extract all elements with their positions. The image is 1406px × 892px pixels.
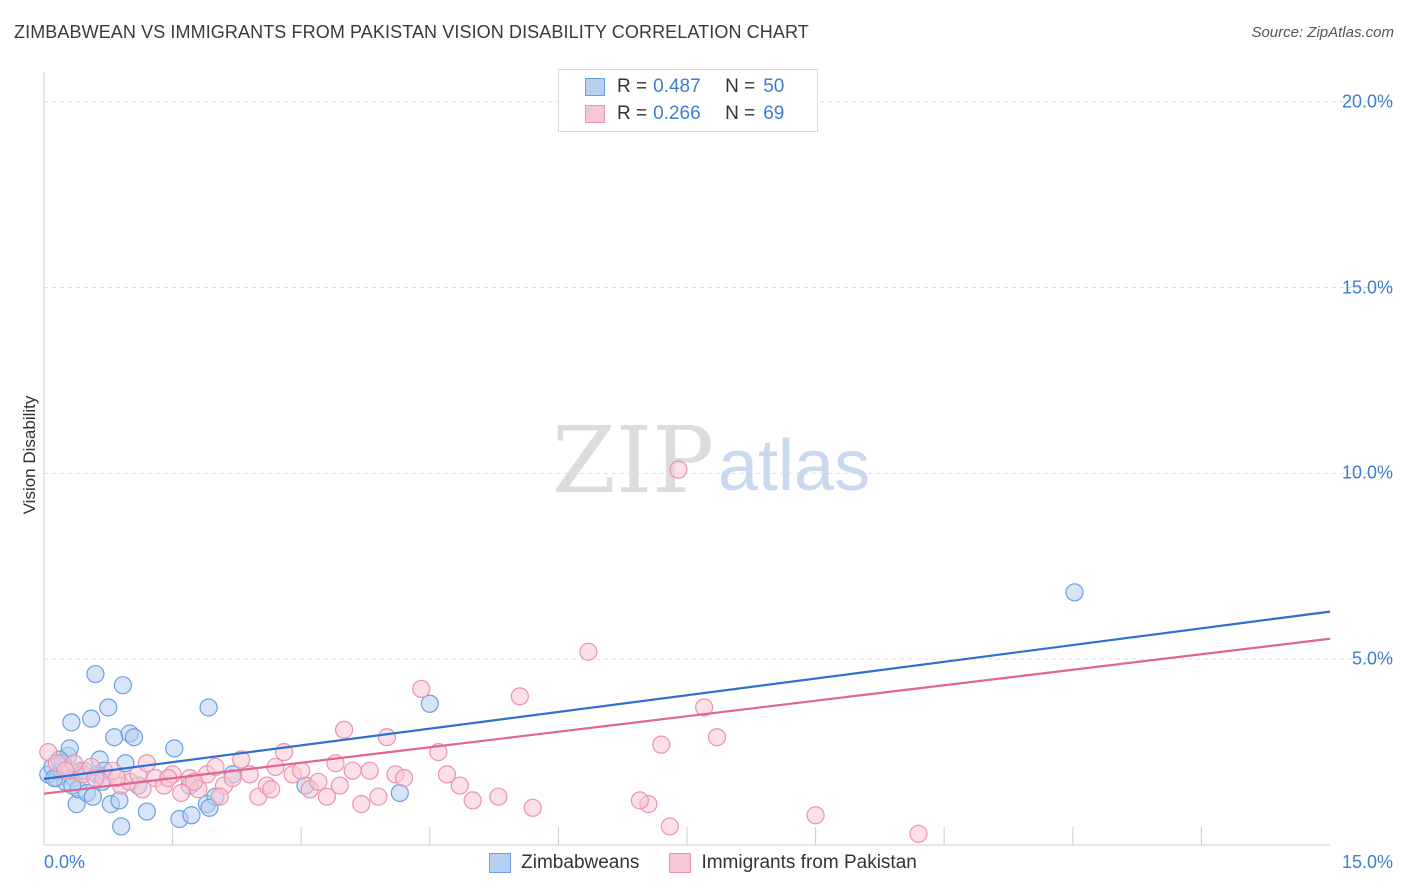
data-point-zimbabweans [105,728,124,747]
data-point-pakistan [223,769,242,788]
data-point-pakistan [660,817,679,836]
series-pakistan [39,460,928,843]
y-tick-label: 5.0% [1351,648,1393,669]
data-point-pakistan [437,765,457,784]
data-point-zimbabweans [62,713,81,732]
legend-swatch-blue [585,78,605,96]
data-point-pakistan [317,787,337,806]
legend-swatch-pink [669,853,692,873]
data-point-zimbabweans [86,664,105,684]
data-point-pakistan [184,772,204,791]
data-point-zimbabweans [83,787,102,806]
data-point-pakistan [707,728,727,747]
legend-r-value: 0.266 [653,103,701,124]
legend-n-value: 50 [763,76,785,97]
data-point-pakistan [429,742,448,762]
legend-row-zimbabweans: R = 0.487 N = 50 [585,74,784,100]
data-point-zimbabweans [124,728,144,747]
trend-lines [43,610,1331,795]
watermark-zip: ZIP [552,407,714,514]
legend-item-pakistan[interactable]: Immigrants from Pakistan [669,852,917,874]
data-point-pakistan [210,787,229,806]
data-point-pakistan [137,754,156,773]
legend-row-pakistan: R = 0.266 N = 69 [585,101,784,127]
data-point-pakistan [463,791,482,810]
data-point-pakistan [695,698,714,717]
data-point-pakistan [394,769,414,788]
data-point-zimbabweans [137,802,156,821]
data-point-zimbabweans [112,817,131,836]
data-point-zimbabweans [1065,583,1084,602]
y-tick-label: 20.0% [1341,91,1393,112]
legend-label-pakistan: Immigrants from Pakistan [701,852,917,873]
data-point-zimbabweans [420,694,439,713]
legend-swatch-blue [489,853,512,873]
trend-line-zimbabweans [43,610,1331,780]
source-label: Source: ZipAtlas.com [1251,24,1394,41]
data-point-pakistan [450,776,469,795]
trend-line-pakistan [43,637,1331,795]
data-point-pakistan [377,728,397,747]
data-point-pakistan [232,750,251,769]
legend-r-value: 0.487 [653,76,701,97]
data-point-pakistan [206,757,225,777]
data-point-pakistan [412,679,431,699]
data-point-pakistan [360,761,379,780]
data-point-zimbabweans [82,709,101,728]
legend-r-label: R = [617,103,648,124]
data-point-pakistan [909,824,928,843]
y-axis-label: Vision Disability [20,395,39,515]
correlation-legend: R = 0.487 N = 50 R = 0.266 N = 69 [558,69,818,132]
data-point-pakistan [489,787,508,806]
data-point-pakistan [579,642,598,661]
legend-r-label: R = [617,76,648,97]
data-point-pakistan [262,780,281,799]
data-point-zimbabweans [182,806,201,825]
data-point-zimbabweans [165,739,184,758]
y-tick-label: 15.0% [1341,277,1393,298]
data-point-pakistan [669,460,688,479]
data-point-pakistan [806,806,825,825]
legend-label-zimbabweans: Zimbabweans [521,852,640,873]
series-legend: Zimbabweans Immigrants from Pakistan [0,852,1406,874]
data-point-pakistan [510,687,529,706]
data-point-pakistan [343,761,362,780]
data-point-zimbabweans [99,698,118,717]
data-point-pakistan [352,795,371,814]
data-point-pakistan [334,720,354,739]
data-point-pakistan [523,798,542,817]
watermark-atlas: atlas [718,426,870,506]
data-point-zimbabweans [199,698,218,717]
legend-n-value: 69 [763,103,785,124]
legend-swatch-pink [585,105,605,123]
legend-n-label: N = [725,76,756,97]
data-point-pakistan [292,761,311,780]
data-point-zimbabweans [200,798,219,817]
chart-title: ZIMBABWEAN VS IMMIGRANTS FROM PAKISTAN V… [14,22,809,42]
data-point-pakistan [369,787,388,806]
y-tick-label: 10.0% [1341,462,1393,483]
data-point-pakistan [652,735,671,754]
x-tick-min: 0.0% [44,852,86,872]
legend-n-label: N = [725,103,756,124]
data-point-pakistan [172,783,191,803]
data-point-pakistan [630,791,649,810]
x-tick-max: 15.0% [1341,852,1393,872]
data-point-pakistan [330,776,349,795]
legend-item-zimbabweans[interactable]: Zimbabweans [489,852,639,874]
data-point-zimbabweans [113,676,132,695]
data-point-pakistan [309,772,328,791]
